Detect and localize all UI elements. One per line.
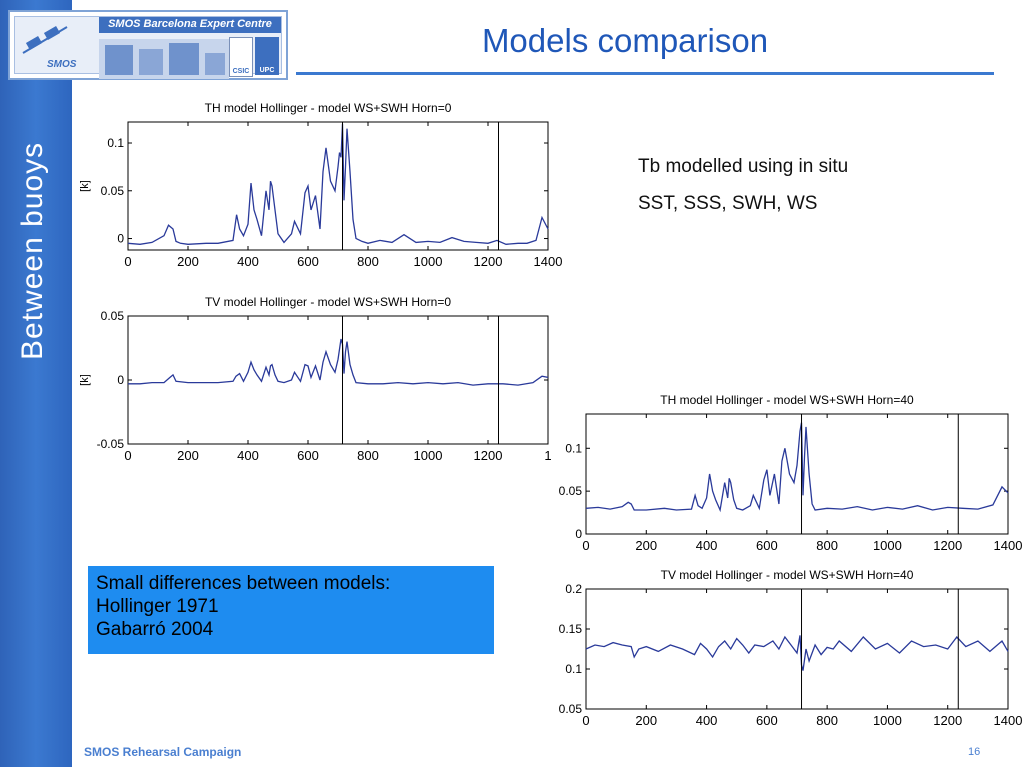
series-line [128,338,549,386]
y-tick-label: 0.15 [559,622,583,636]
x-tick-label: 1000 [414,448,443,463]
x-tick-label: 400 [696,538,718,553]
footer-text: SMOS Rehearsal Campaign [84,745,242,759]
y-axis-label: [k] [79,180,91,192]
summary-line: Small differences between models: [96,573,391,594]
y-tick-label: 0 [575,527,582,541]
x-tick-label: 0 [582,538,589,553]
upc-label: UPC [259,67,275,74]
y-tick-label: 0.05 [101,184,125,198]
y-tick-label: 0.1 [107,136,124,150]
chart-svg: TV model Hollinger - model WS+SWH Horn=0… [79,295,552,463]
smos-logo: SMOS SMOS Barcelona Expert Centre CSIC U… [8,10,288,80]
series-line [585,635,1009,671]
x-tick-label: 800 [357,448,379,463]
x-tick-label: 600 [756,538,778,553]
title-rule [296,72,994,75]
y-tick-label: 0 [117,373,124,387]
x-tick-label: 400 [696,713,718,728]
note-line: Tb modelled using in situ [638,156,849,177]
x-tick-label: 200 [177,448,199,463]
y-tick-label: 0.05 [559,484,583,498]
logo-band: SMOS Barcelona Expert Centre [99,17,281,33]
x-tick-label: 1 [544,448,551,463]
x-tick-label: 0 [124,254,131,269]
y-tick-label: -0.05 [97,437,125,451]
summary-line: Gabarró 2004 [96,619,214,640]
plot-area [585,413,1009,535]
x-tick-label: 1000 [873,713,902,728]
csic-logo: CSIC [229,37,253,77]
summary-box: Small differences between models: Hollin… [88,566,494,654]
y-tick-label: 0.1 [565,662,582,676]
x-tick-label: 1200 [474,448,503,463]
chart-svg: TH model Hollinger - model WS+SWH Horn=4… [559,393,1023,553]
x-tick-label: 600 [297,254,319,269]
y-tick-label: 0.05 [559,702,583,716]
x-tick-label: 400 [237,254,259,269]
y-tick-label: 0.05 [101,309,125,323]
chart-th-horn40: TH model Hollinger - model WS+SWH Horn=4… [540,389,1023,559]
x-tick-label: 200 [635,713,657,728]
x-tick-label: 800 [816,713,838,728]
x-tick-label: 1400 [534,254,563,269]
x-tick-label: 1200 [933,713,962,728]
summary-line: Hollinger 1971 [96,596,219,617]
series-line [585,422,1009,513]
building-illustration [99,39,229,79]
x-tick-label: 0 [582,713,589,728]
chart-tv-horn0: TV model Hollinger - model WS+SWH Horn=0… [76,288,552,478]
page-number: 16 [968,746,981,758]
csic-label: CSIC [232,68,250,75]
x-tick-label: 600 [297,448,319,463]
x-tick-label: 1000 [414,254,443,269]
x-tick-label: 200 [177,254,199,269]
x-tick-label: 1200 [933,538,962,553]
satellite-icon: SMOS [22,26,77,70]
upc-logo: UPC [255,37,279,75]
chart-svg: TV model Hollinger - model WS+SWH Horn=4… [559,568,1023,728]
chart-title: TV model Hollinger - model WS+SWH Horn=0 [205,295,451,309]
x-tick-label: 200 [635,538,657,553]
chart-title: TH model Hollinger - model WS+SWH Horn=4… [660,393,914,407]
x-tick-label: 0 [124,448,131,463]
logo-title: SMOS Barcelona Expert Centre [108,18,272,30]
plot-area [127,121,549,251]
x-tick-label: 800 [357,254,379,269]
plot-area [127,315,549,445]
slide-title: Models comparison [481,22,769,59]
note-text: Tb modelled using in situ SST, SSS, SWH,… [638,148,848,222]
x-tick-label: 1200 [474,254,503,269]
y-tick-label: 0.1 [565,441,582,455]
y-tick-label: 0.2 [565,582,582,596]
x-tick-label: 1400 [994,538,1023,553]
x-tick-label: 400 [237,448,259,463]
side-panel: Between buoys [0,0,72,767]
chart-title: TV model Hollinger - model WS+SWH Horn=4… [661,568,914,582]
x-tick-label: 800 [816,538,838,553]
x-tick-label: 600 [756,713,778,728]
y-axis-label: [k] [79,374,91,386]
chart-th-horn0: TH model Hollinger - model WS+SWH Horn=0… [76,94,576,284]
chart-title: TH model Hollinger - model WS+SWH Horn=0 [205,101,452,115]
logo-mark-smos: SMOS [47,59,77,70]
chart-svg: TH model Hollinger - model WS+SWH Horn=0… [79,101,563,269]
chart-tv-horn40: TV model Hollinger - model WS+SWH Horn=4… [540,565,1023,735]
x-tick-label: 1400 [994,713,1023,728]
x-tick-label: 1000 [873,538,902,553]
note-line: SST, SSS, SWH, WS [638,193,818,214]
plot-area [585,588,1009,710]
y-tick-label: 0 [117,232,124,246]
side-label: Between buoys [16,141,49,360]
series-line [127,123,549,245]
